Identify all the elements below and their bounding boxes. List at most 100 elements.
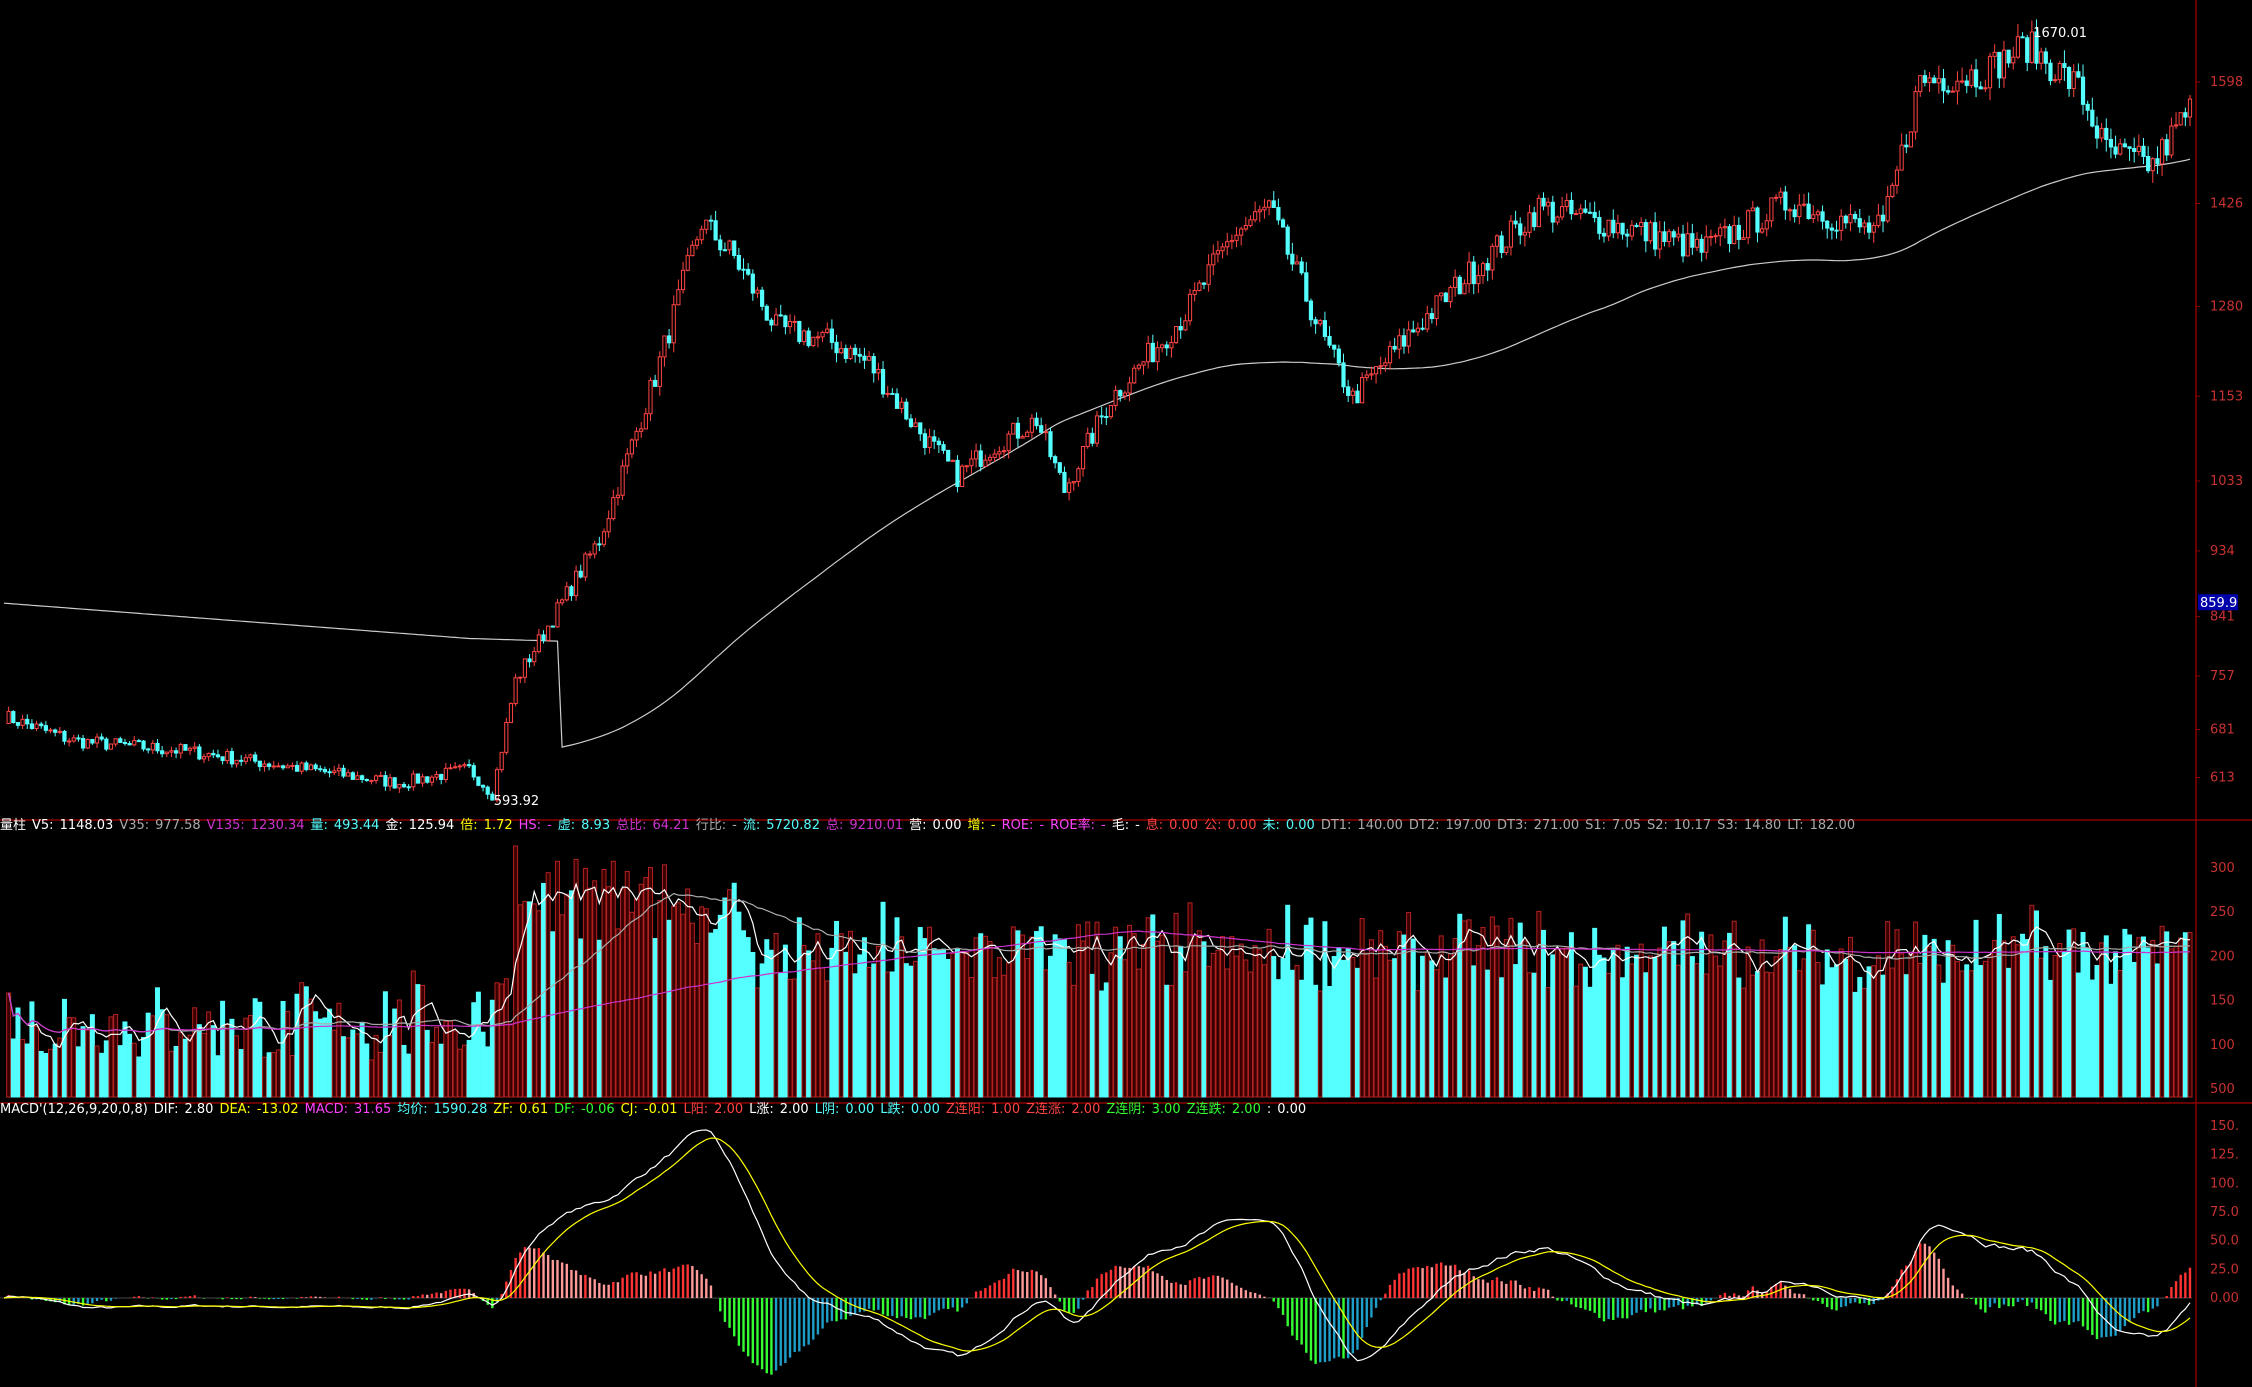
volume-bar	[1331, 956, 1337, 1098]
candle	[1992, 51, 1997, 57]
volume-bar	[941, 948, 947, 1098]
candle	[2155, 158, 2160, 165]
candle	[425, 776, 430, 783]
volume-bar	[1122, 959, 1128, 1098]
info-item: 流:	[742, 818, 761, 833]
candle	[2053, 79, 2058, 82]
info-item: 0.00	[910, 1102, 940, 1117]
volume-bar	[1736, 977, 1742, 1098]
info-item: 140.00	[1357, 818, 1403, 833]
candle	[1904, 144, 1909, 148]
volume-bar	[1261, 964, 1267, 1098]
candle	[806, 330, 811, 347]
volume-bar	[731, 882, 737, 1098]
candle	[1792, 209, 1797, 218]
volume-bar	[671, 905, 677, 1098]
candle	[1522, 231, 1527, 236]
candle	[1578, 208, 1583, 215]
volume-bar	[206, 1011, 212, 1098]
candle	[34, 723, 39, 730]
volume-bar	[517, 904, 523, 1098]
volume-bar	[1671, 941, 1677, 1098]
volume-bar	[485, 1046, 491, 1098]
volume-bar	[2136, 937, 2142, 1098]
candle	[485, 786, 490, 795]
candle	[1146, 342, 1151, 363]
candle	[1746, 210, 1751, 239]
info-item: Z连跌:	[1186, 1102, 1226, 1117]
candle	[629, 439, 634, 455]
candle	[866, 356, 872, 361]
candle	[671, 304, 676, 344]
volume-bar	[680, 913, 686, 1098]
volume-bar	[1396, 931, 1402, 1098]
candle	[1429, 313, 1434, 320]
volume-bar	[1252, 945, 1258, 1098]
volume-bar	[1452, 938, 1458, 1098]
volume-bar	[215, 1055, 221, 1098]
volume-bar	[350, 1029, 356, 1098]
candle	[439, 773, 444, 780]
candle	[1815, 211, 1821, 216]
volume-bar	[1206, 965, 1212, 1098]
volume-bar	[1829, 967, 1835, 1098]
candle	[48, 729, 53, 732]
volume-bar	[1773, 956, 1779, 1098]
candle	[2020, 36, 2025, 39]
volume-bar	[1159, 934, 1165, 1098]
volume-bar	[1917, 962, 1923, 1098]
volume-bar	[554, 860, 560, 1098]
volume-bar	[2164, 931, 2170, 1098]
candle	[1839, 215, 1844, 231]
candle	[1048, 431, 1053, 458]
candle	[2043, 51, 2048, 64]
candle	[727, 240, 732, 251]
candle	[71, 737, 76, 742]
candle	[783, 315, 788, 328]
candle	[815, 336, 821, 339]
candle	[1127, 382, 1132, 394]
candle	[518, 676, 523, 679]
candle	[1136, 364, 1141, 369]
volume-bar	[1192, 934, 1198, 1098]
candle	[1373, 366, 1379, 375]
candle	[1383, 362, 1388, 367]
volume-bar	[1931, 938, 1937, 1098]
candle	[1448, 286, 1453, 303]
volume-ma135	[8, 930, 2191, 1034]
volume-bar	[1313, 984, 1319, 1098]
candle	[504, 722, 509, 753]
candle	[2118, 143, 2123, 155]
macd-tick-label: 0.00	[2210, 1291, 2239, 1306]
volume-bar	[1517, 922, 1523, 1098]
candle	[1680, 233, 1686, 257]
candle	[1392, 345, 1397, 350]
volume-bar	[1410, 938, 1416, 1098]
candle	[983, 459, 988, 467]
volume-bar	[903, 963, 909, 1098]
candle	[2178, 112, 2183, 126]
volume-tick-label: 150	[2210, 994, 2235, 1009]
candle	[1215, 250, 1221, 255]
candle	[443, 767, 448, 780]
candle	[1601, 232, 1607, 237]
candle	[1615, 222, 1621, 234]
volume-bar	[192, 1007, 198, 1098]
candle	[206, 752, 211, 758]
volume-bar	[978, 933, 984, 1098]
info-item: V5:	[32, 818, 54, 833]
volume-bar	[1647, 955, 1653, 1098]
volume-bar	[1550, 954, 1556, 1098]
volume-bar	[2010, 936, 2016, 1098]
candle	[829, 328, 834, 343]
volume-bar	[327, 1008, 333, 1098]
info-item: Z连阴:	[1106, 1102, 1146, 1117]
candle	[1253, 211, 1258, 221]
volume-tick-label: 250	[2210, 905, 2235, 920]
volume-bar	[1182, 971, 1188, 1098]
volume-bar	[1247, 971, 1253, 1098]
candle	[1736, 224, 1741, 240]
candle	[1257, 209, 1262, 213]
candle	[1671, 231, 1676, 238]
volume-bar	[1959, 970, 1965, 1098]
